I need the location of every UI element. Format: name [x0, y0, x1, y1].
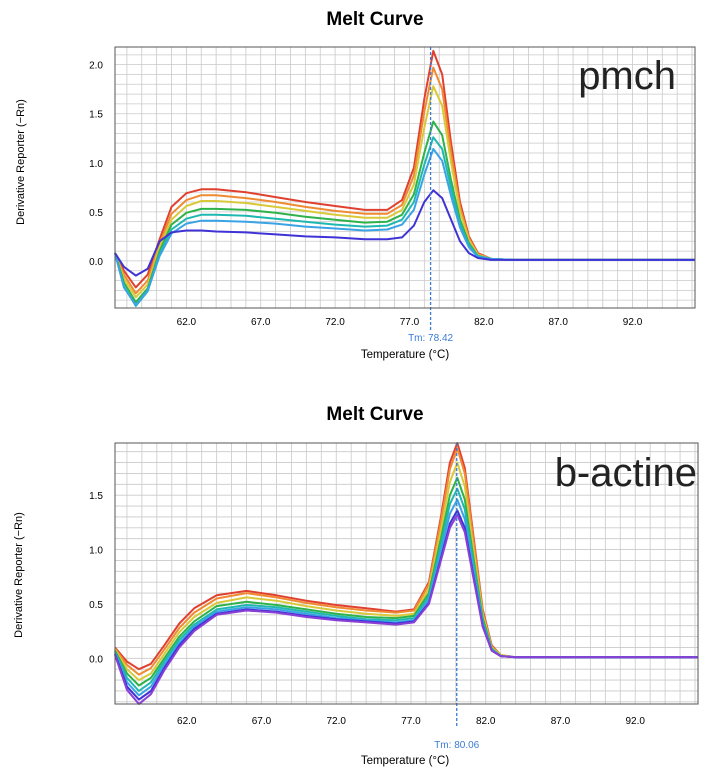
- x-tick-label: 67.0: [251, 317, 271, 328]
- grid-lines: [115, 47, 695, 308]
- tm-label: Tm: 78.42: [408, 333, 453, 344]
- series-line: [114, 189, 695, 277]
- y-tick-label: 1.0: [89, 159, 103, 170]
- x-tick-label: 87.0: [548, 317, 568, 328]
- x-tick-label: 82.0: [476, 716, 496, 727]
- chart-title: Melt Curve: [326, 9, 423, 30]
- x-tick-label: 62.0: [177, 317, 197, 328]
- gene-label: b-actine: [555, 451, 697, 495]
- x-tick-labels: 62.0 67.0 72.0 77.0 82.0 87.0 92.0: [177, 317, 643, 328]
- y-tick-label: 0.0: [89, 654, 103, 665]
- series-line: [114, 513, 698, 705]
- y-tick-labels: 0.0 0.5 1.0 1.5: [89, 491, 103, 665]
- x-axis-label: Temperature (°C): [361, 755, 449, 767]
- y-tick-label: 1.5: [89, 110, 103, 121]
- melt-curve-chart-pmch: Melt Curve 62.0 67.0 72.0 77.0 82.0 87.0 92.0 …: [15, 9, 696, 361]
- plot-frame: [114, 46, 696, 309]
- x-tick-label: 92.0: [625, 716, 645, 727]
- x-tick-label: 62.0: [177, 716, 197, 727]
- x-tick-label: 67.0: [252, 716, 272, 727]
- y-tick-label: 2.0: [89, 61, 103, 72]
- y-tick-label: 0.5: [89, 600, 103, 611]
- grid-lines: [115, 443, 698, 704]
- series-lines: [114, 49, 695, 307]
- x-tick-label: 82.0: [474, 317, 494, 328]
- x-tick-label: 72.0: [325, 317, 345, 328]
- y-tick-label: 1.0: [89, 546, 103, 557]
- plot-frame: [114, 442, 699, 705]
- plot-area: [115, 47, 695, 308]
- y-axis-label: Derivative Reporter (−Rn): [13, 512, 25, 638]
- y-tick-labels: 0.0 0.5 1.0 1.5 2.0: [89, 61, 103, 268]
- gene-label: pmch: [578, 54, 676, 98]
- series-lines: [114, 442, 698, 705]
- x-tick-label: 72.0: [327, 716, 347, 727]
- y-tick-label: 0.0: [89, 257, 103, 268]
- x-tick-label: 77.0: [401, 716, 421, 727]
- chart-title: Melt Curve: [326, 404, 423, 425]
- y-tick-label: 0.5: [89, 208, 103, 219]
- x-tick-labels: 62.0 67.0 72.0 77.0 82.0 87.0 92.0: [177, 716, 645, 727]
- y-axis-label: Derivative Reporter (−Rn): [15, 99, 27, 225]
- tm-label: Tm: 80.06: [434, 740, 479, 751]
- x-tick-label: 92.0: [623, 317, 643, 328]
- melt-curve-chart-b-actine: Melt Curve 62.0 67.0 72.0 77.0 82.0 87.0 92.0 …: [13, 404, 699, 767]
- y-tick-label: 1.5: [89, 491, 103, 502]
- x-tick-label: 87.0: [551, 716, 571, 727]
- x-tick-label: 77.0: [400, 317, 420, 328]
- plot-area: [115, 443, 698, 704]
- x-axis-label: Temperature (°C): [361, 349, 449, 361]
